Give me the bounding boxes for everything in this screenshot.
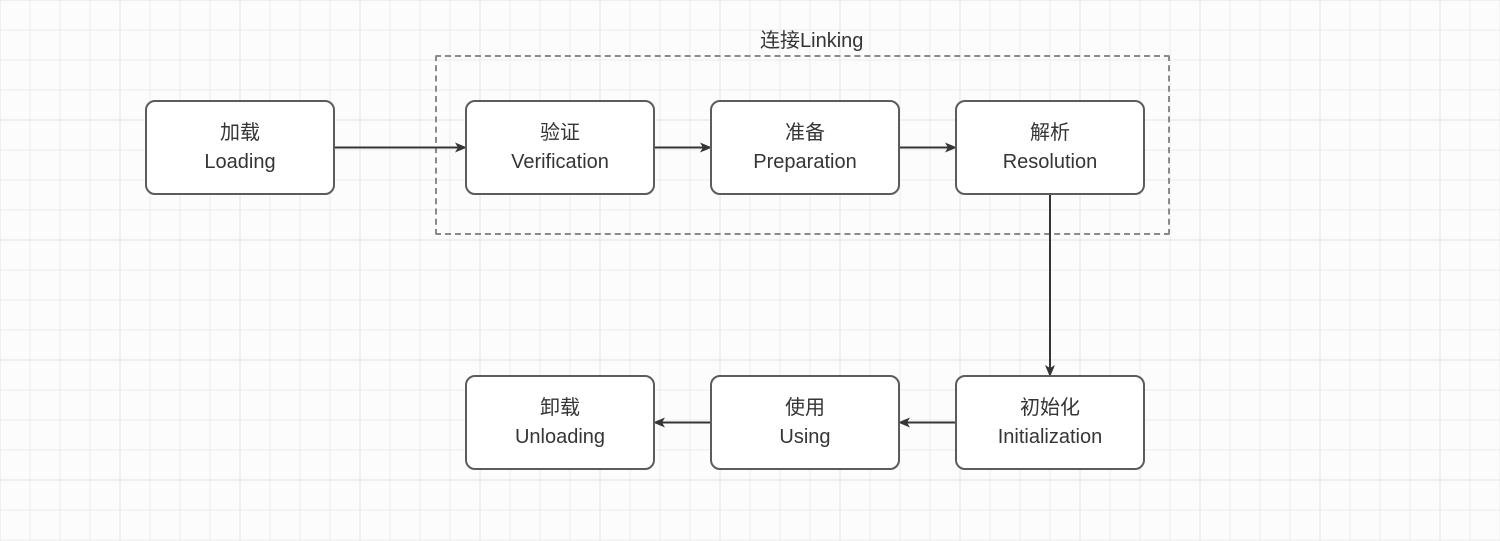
- linking-group-label-text: 连接Linking: [760, 30, 863, 52]
- diagram-canvas: 连接Linking 加载 Loading 验证 Verification 准备 …: [0, 0, 1500, 541]
- node-verification-label-en: Verification: [511, 150, 609, 175]
- node-resolution-label-en: Resolution: [1003, 150, 1098, 175]
- node-unloading-label-en: Unloading: [515, 425, 605, 450]
- node-loading-label-en: Loading: [204, 150, 275, 175]
- node-initialization: 初始化 Initialization: [955, 375, 1145, 470]
- node-loading: 加载 Loading: [145, 100, 335, 195]
- node-verification: 验证 Verification: [465, 100, 655, 195]
- node-preparation: 准备 Preparation: [710, 100, 900, 195]
- node-resolution-label-zh: 解析: [1030, 121, 1070, 146]
- node-initialization-label-en: Initialization: [998, 425, 1103, 450]
- node-loading-label-zh: 加载: [220, 121, 260, 146]
- node-initialization-label-zh: 初始化: [1020, 396, 1080, 421]
- node-unloading: 卸载 Unloading: [465, 375, 655, 470]
- node-using: 使用 Using: [710, 375, 900, 470]
- node-resolution: 解析 Resolution: [955, 100, 1145, 195]
- node-verification-label-zh: 验证: [540, 121, 580, 146]
- node-using-label-en: Using: [779, 425, 830, 450]
- node-unloading-label-zh: 卸载: [540, 396, 580, 421]
- node-using-label-zh: 使用: [785, 396, 825, 421]
- node-preparation-label-en: Preparation: [753, 150, 856, 175]
- node-preparation-label-zh: 准备: [785, 121, 825, 146]
- linking-group-label: 连接Linking: [760, 24, 863, 53]
